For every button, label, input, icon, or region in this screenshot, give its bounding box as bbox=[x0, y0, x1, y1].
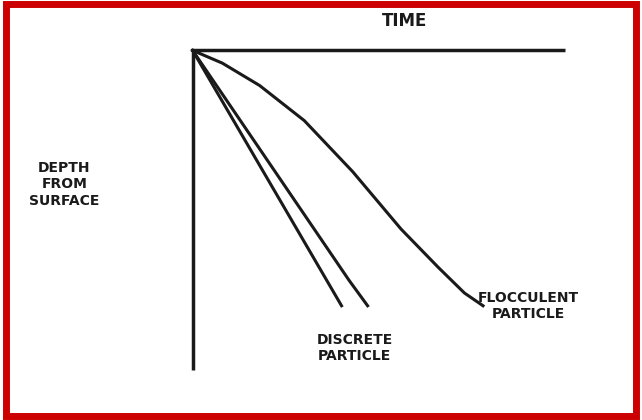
Text: DISCRETE
PARTICLE: DISCRETE PARTICLE bbox=[317, 333, 393, 363]
Text: TIME: TIME bbox=[382, 12, 428, 30]
Text: FLOCCULENT
PARTICLE: FLOCCULENT PARTICLE bbox=[478, 291, 578, 321]
Text: DEPTH
FROM
SURFACE: DEPTH FROM SURFACE bbox=[29, 161, 100, 207]
